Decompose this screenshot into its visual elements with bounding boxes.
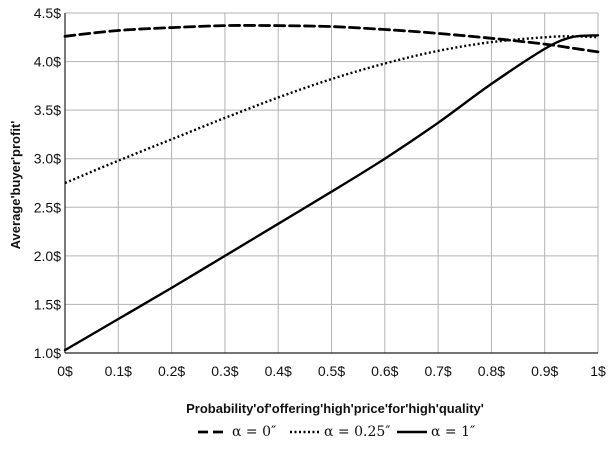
y-tick-label: 4.5$ <box>34 5 61 21</box>
x-tick-label: 1$ <box>590 363 606 379</box>
legend: α = 0″ α = 0.25″ α = 1″ <box>198 424 475 440</box>
legend-label-1: α = 0″ <box>232 424 276 440</box>
x-tick-label: 0.8$ <box>478 363 505 379</box>
grid-lines <box>64 12 599 354</box>
y-axis-title: Average'buyer'profit' <box>8 121 23 250</box>
x-tick-label: 0.5$ <box>318 363 345 379</box>
x-tick-label: 0.6$ <box>371 363 398 379</box>
x-tick-label: 0.7$ <box>424 363 451 379</box>
series-line-3 <box>63 34 600 352</box>
x-tick-label: 0.4$ <box>265 363 292 379</box>
y-tick-label: 2.5$ <box>34 199 61 215</box>
y-tick-labels: 1.0$ 1.5$ 2.0$ 2.5$ 3.0$ 3.5$ 4.0$ 4.5$ <box>34 5 61 361</box>
y-tick-label: 4.0$ <box>34 54 61 70</box>
x-tick-label: 0.9$ <box>531 363 558 379</box>
x-tick-label: 0.2$ <box>158 363 185 379</box>
legend-label-3: α = 1″ <box>431 424 475 440</box>
x-tick-label: 0$ <box>57 363 73 379</box>
series-lines <box>63 24 600 352</box>
x-axis-title: Probability'of'offering'high'price'for'h… <box>186 401 484 416</box>
x-tick-label: 0.3$ <box>211 363 238 379</box>
x-tick-label: 0.1$ <box>105 363 132 379</box>
y-tick-label: 3.5$ <box>34 102 61 118</box>
y-tick-label: 2.0$ <box>34 248 61 264</box>
legend-label-2: α = 0.25″ <box>324 424 391 440</box>
y-tick-label: 1.0$ <box>34 345 61 361</box>
series-line-1 <box>63 24 600 54</box>
y-tick-label: 1.5$ <box>34 296 61 312</box>
x-tick-labels: 0$ 0.1$ 0.2$ 0.3$ 0.4$ 0.5$ 0.6$ 0.7$ 0.8$ 0.9$ 1$ <box>57 363 606 379</box>
y-tick-label: 3.0$ <box>34 151 61 167</box>
